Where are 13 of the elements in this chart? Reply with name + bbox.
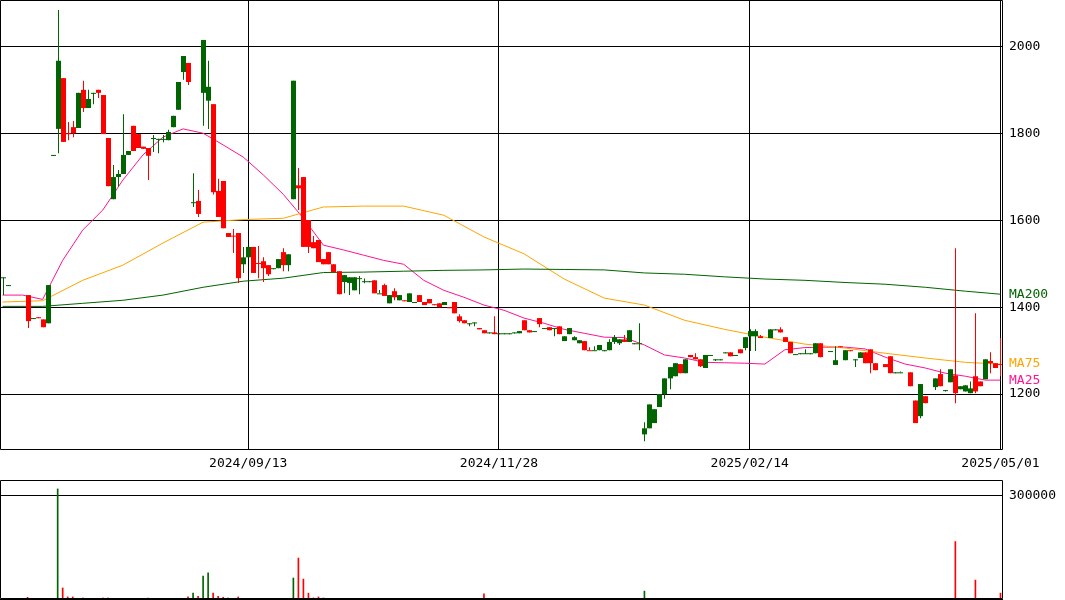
y-tick-label: 1200: [1009, 385, 1041, 401]
y-tick-label: 1800: [1009, 125, 1041, 141]
series-label: MA200: [1009, 285, 1049, 301]
y-tick-label: 1600: [1009, 211, 1041, 227]
x-tick-label: 2025/05/01: [961, 455, 1040, 471]
series-label: MA75: [1009, 355, 1041, 371]
y-tick-label: 1400: [1009, 298, 1041, 314]
x-tick-label: 2024/11/28: [459, 455, 539, 471]
y-tick-label: 300000: [1009, 487, 1056, 503]
x-tick-label: 2024/09/13: [209, 455, 288, 471]
y-tick-label: 2000: [1009, 38, 1041, 54]
x-tick-label: 2025/02/14: [710, 455, 790, 471]
series-label: MA25: [1009, 371, 1041, 387]
